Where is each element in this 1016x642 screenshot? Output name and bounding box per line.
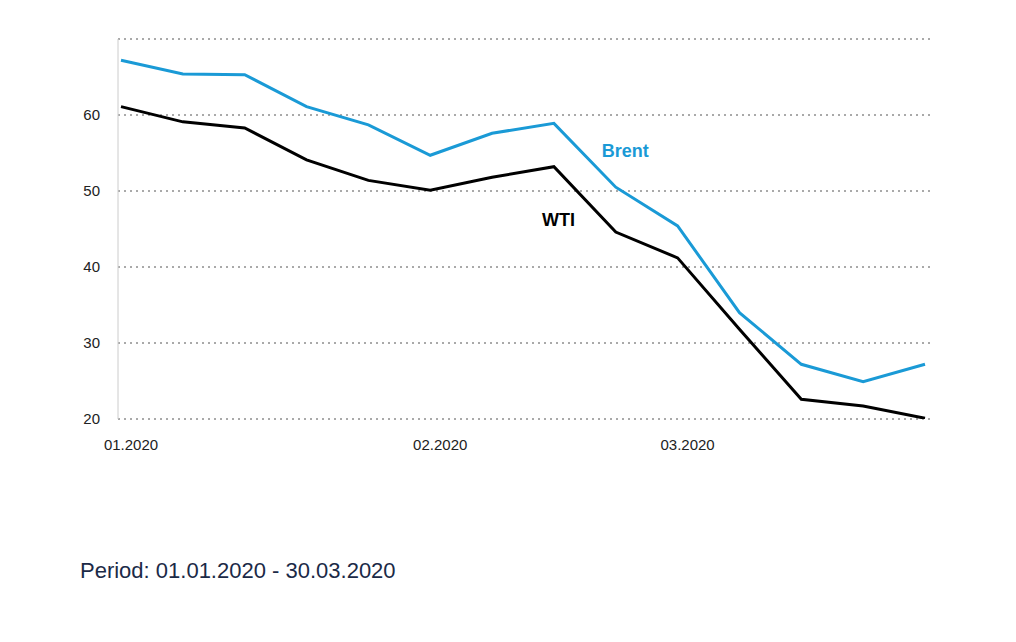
svg-text:60: 60 [83,106,100,123]
svg-text:02.2020: 02.2020 [413,436,467,453]
svg-text:50: 50 [83,182,100,199]
svg-text:01.2020: 01.2020 [104,436,158,453]
svg-text:40: 40 [83,258,100,275]
svg-text:03.2020: 03.2020 [660,436,714,453]
svg-text:30: 30 [83,334,100,351]
svg-text:Brent: Brent [602,141,649,161]
svg-text:20: 20 [83,410,100,427]
html-text:Period: 01.01.2020 - 30.03.202: Period: 01.01.2020 - 30.03.2020 [80,558,396,583]
svg-text:WTI: WTI [542,210,575,230]
